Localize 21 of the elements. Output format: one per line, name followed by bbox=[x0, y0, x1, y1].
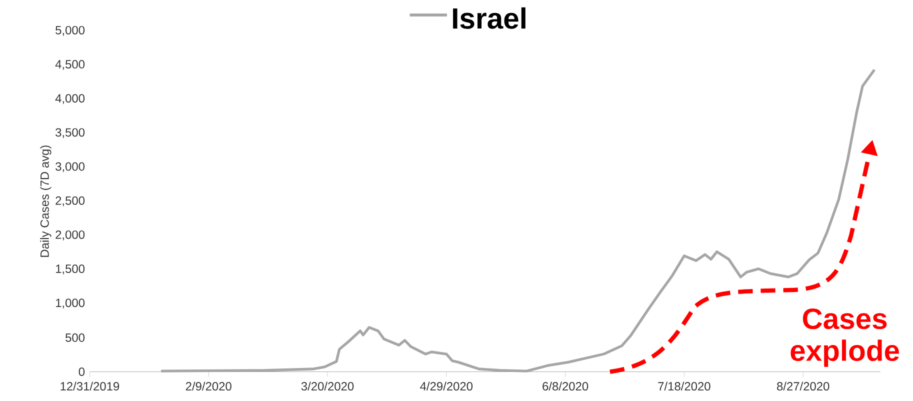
x-tick-label: 8/27/2020 bbox=[777, 382, 830, 391]
y-tick-label: 4,500 bbox=[55, 60, 85, 70]
y-tick-label: 1,500 bbox=[56, 264, 85, 275]
y-tick-label: 1,000 bbox=[56, 298, 85, 309]
y-axis-title: Daily Cases (7D avg) bbox=[40, 146, 52, 258]
y-tick-label: 2,000 bbox=[56, 230, 85, 241]
x-tick-label: 2/9/2020 bbox=[186, 382, 232, 391]
x-tick-label: 3/20/2020 bbox=[301, 382, 354, 391]
legend-label: Israel bbox=[453, 8, 526, 30]
y-tick-label: 2,500 bbox=[56, 196, 85, 206]
y-tick-label: 0 bbox=[78, 368, 85, 376]
x-tick-label: 4/29/2020 bbox=[420, 382, 473, 391]
y-tick-label: 500 bbox=[66, 334, 85, 342]
y-tick-label: 3,000 bbox=[56, 162, 85, 172]
y-tick-label: 5,000 bbox=[56, 26, 85, 36]
x-tick-label: 7/18/2020 bbox=[658, 382, 710, 391]
x-tick-label: 12/31/2019 bbox=[60, 382, 120, 391]
x-tick-label: 6/8/2020 bbox=[542, 382, 588, 391]
y-tick-label: 4,000 bbox=[55, 94, 85, 104]
y-tick-label: 3,500 bbox=[56, 128, 85, 138]
annotation: Cases explode bbox=[790, 308, 900, 368]
